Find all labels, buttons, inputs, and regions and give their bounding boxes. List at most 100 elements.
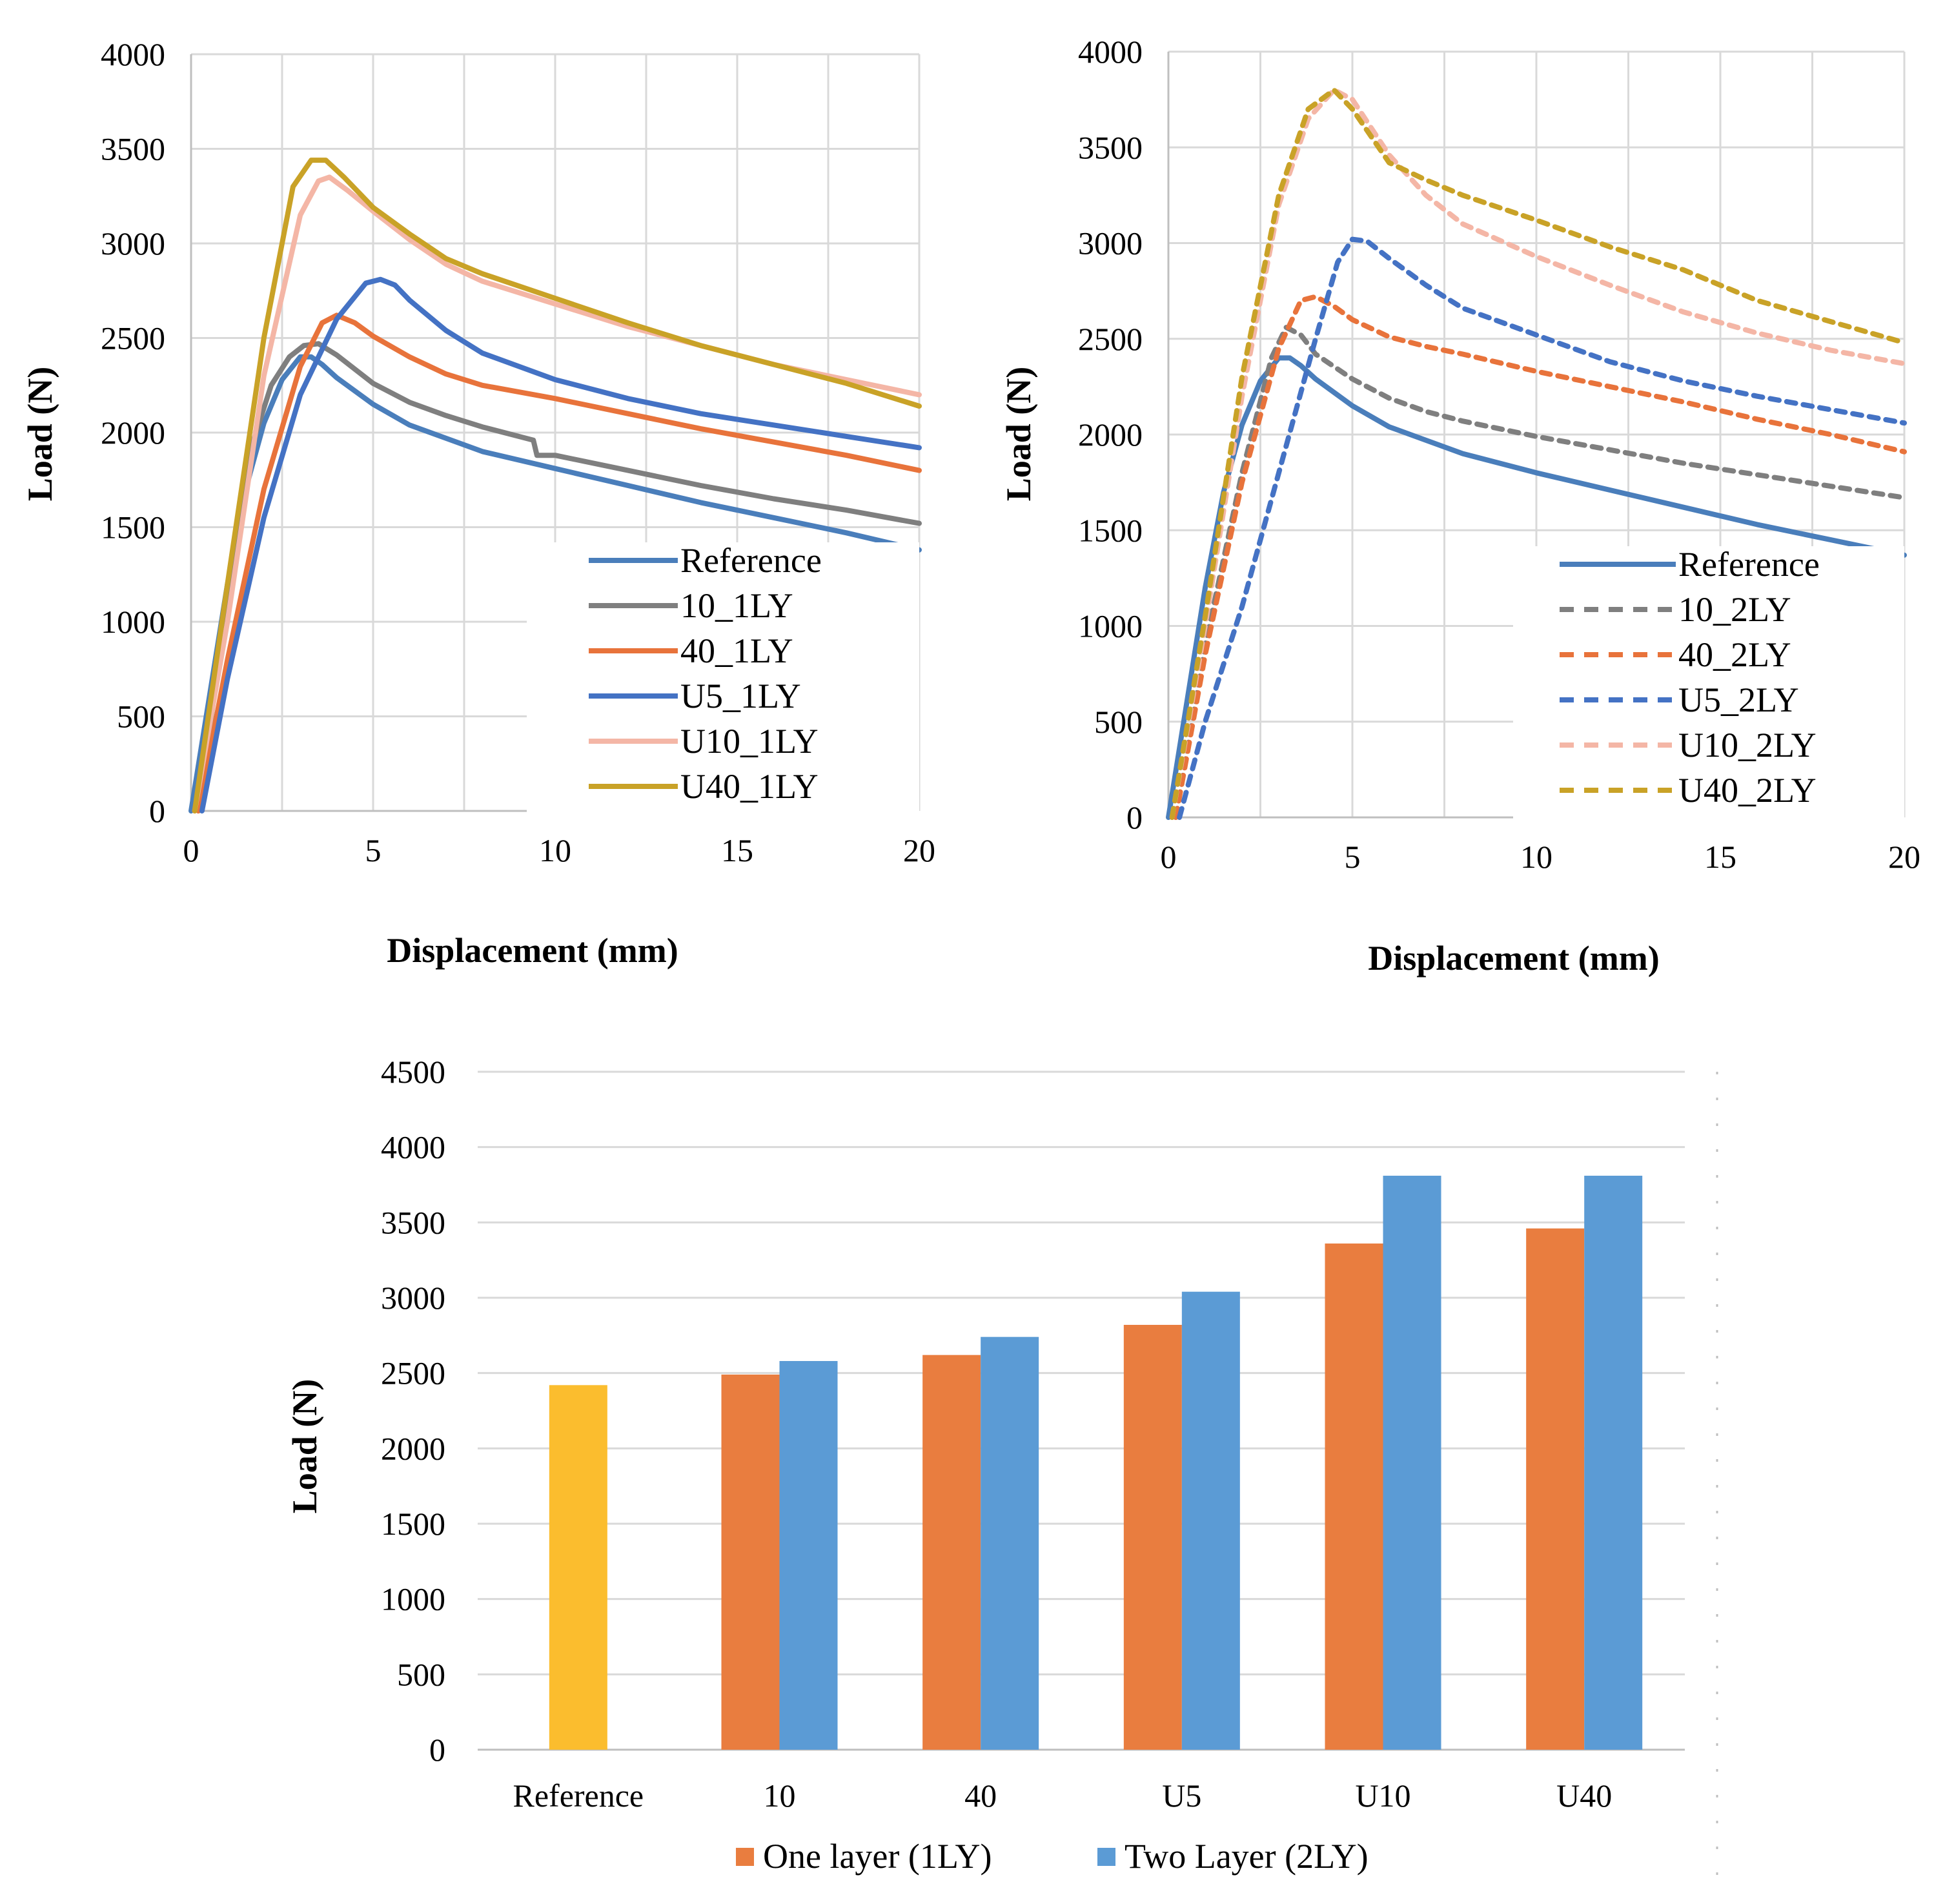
chart-2-y-tick-labels: 0 500 1000 1500 2000 2500 3000 3500 4000: [1078, 34, 1143, 835]
y-tick-label: 2000: [381, 1430, 445, 1466]
legend-label: Reference: [680, 541, 822, 580]
y-tick-label: 1000: [381, 1581, 445, 1617]
chart-1-lines: [188, 158, 922, 814]
y-tick-label: 4500: [381, 1054, 445, 1090]
y-tick-label: 0: [149, 793, 165, 829]
chart-2-legend: Reference 10_2LY 40_2LY U5_2LY U10_2LY U40_2L…: [1560, 545, 1820, 810]
x-tick-label: 20: [903, 832, 935, 868]
legend-label: U40_2LY: [1678, 771, 1817, 810]
series-line-u40-2ly: [1169, 87, 1907, 820]
legend-label: 40_2LY: [1678, 635, 1791, 674]
category-label: U10: [1355, 1777, 1410, 1814]
y-tick-label: 1000: [1078, 608, 1143, 644]
chart-2-y-axis-label: Load (N): [999, 367, 1038, 502]
legend-label: Reference: [1678, 545, 1820, 584]
y-tick-label: 500: [117, 699, 165, 735]
category-label: U5: [1162, 1777, 1201, 1814]
chart-2-x-axis-label: Displacement (mm): [1368, 939, 1659, 978]
chart-3-peak-load-bars: 0 500 1000 1500 2000 2500 3000 3500 4000 4500 Ref…: [285, 1054, 1718, 1898]
x-tick-label: 5: [365, 832, 382, 868]
chart-1-one-layer: 0 500 1000 1500 2000 2500 3000 3500 4000 0 5 10 15 2…: [21, 36, 935, 970]
x-tick-label: 15: [1704, 839, 1736, 875]
y-tick-label: 4000: [381, 1129, 445, 1165]
series-line-10-1ly: [196, 341, 922, 814]
x-tick-label: 0: [1161, 839, 1177, 875]
bar-two-layer-u10: [1383, 1176, 1441, 1750]
legend-label: U5_1LY: [680, 677, 801, 715]
chart-1-y-axis-label: Load (N): [21, 367, 59, 502]
bar-one-layer-40: [922, 1355, 981, 1750]
legend-label: Two Layer (2LY): [1125, 1837, 1369, 1876]
legend-label: One layer (1LY): [763, 1837, 992, 1876]
bar-two-layer-u5: [1181, 1291, 1240, 1750]
y-tick-label: 1500: [381, 1506, 445, 1542]
series-line-u5-2ly: [1177, 236, 1907, 820]
chart-1-y-tick-labels: 0 500 1000 1500 2000 2500 3000 3500 4000: [101, 36, 165, 829]
chart-3-category-labels: Reference 10 40 U5 U10 U40: [513, 1777, 1613, 1814]
y-tick-label: 4000: [101, 36, 165, 72]
bar-reference: [549, 1385, 607, 1750]
y-tick-label: 2500: [1078, 321, 1143, 357]
legend-label: 40_1LY: [680, 631, 793, 670]
y-tick-label: 4000: [1078, 34, 1143, 70]
chart-1-x-tick-labels: 0 5 10 15 20: [183, 832, 936, 868]
x-tick-label: 0: [183, 832, 199, 868]
bar-one-layer-u40: [1526, 1228, 1585, 1750]
series-line-40-1ly: [196, 312, 922, 814]
category-label: 40: [964, 1777, 997, 1814]
y-tick-label: 2000: [1078, 416, 1143, 453]
legend-swatch: [1097, 1848, 1115, 1866]
chart-1-legend-box: [527, 542, 919, 814]
y-tick-label: 0: [429, 1732, 445, 1768]
bar-one-layer-u10: [1325, 1244, 1383, 1750]
series-line-u40-1ly: [192, 158, 922, 814]
chart-3-legend: One layer (1LY) Two Layer (2LY): [736, 1837, 1369, 1876]
y-tick-label: 2500: [101, 320, 165, 356]
y-tick-label: 3000: [101, 225, 165, 261]
chart-3-bars: [549, 1176, 1643, 1750]
chart-2-legend-box: [1513, 546, 1904, 820]
series-line-10-2ly: [1173, 325, 1907, 820]
y-tick-label: 3500: [1078, 129, 1143, 165]
y-tick-label: 3000: [1078, 225, 1143, 261]
y-tick-label: 0: [1126, 799, 1143, 835]
y-tick-label: 1500: [101, 509, 165, 546]
x-tick-label: 10: [1520, 839, 1552, 875]
chart-1-x-axis-label: Displacement (mm): [387, 931, 678, 970]
series-line-u10-2ly: [1169, 87, 1907, 820]
category-label: U40: [1556, 1777, 1612, 1814]
legend-label: U40_1LY: [680, 767, 819, 806]
y-tick-label: 3500: [101, 131, 165, 167]
x-tick-label: 20: [1888, 839, 1920, 875]
legend-label: 10_2LY: [1678, 590, 1791, 629]
category-label: 10: [764, 1777, 796, 1814]
y-tick-label: 500: [397, 1656, 445, 1692]
bar-two-layer-10: [779, 1361, 838, 1750]
series-line-u5-1ly: [199, 276, 922, 814]
legend-label: 10_1LY: [680, 586, 793, 625]
legend-swatch: [736, 1848, 754, 1866]
y-tick-label: 1500: [1078, 512, 1143, 548]
y-tick-label: 2000: [101, 415, 165, 451]
category-label: Reference: [513, 1777, 644, 1814]
chart-1-legend: Reference 10_1LY 40_1LY U5_1LY U10_1LY U40_1L…: [589, 541, 822, 806]
chart-2-x-tick-labels: 0 5 10 15 20: [1161, 839, 1921, 875]
legend-label: U5_2LY: [1678, 681, 1799, 719]
legend-label: U10_2LY: [1678, 726, 1817, 764]
bar-two-layer-40: [981, 1336, 1039, 1750]
chart-3-y-axis-label: Load (N): [285, 1379, 324, 1514]
y-tick-label: 1000: [101, 604, 165, 640]
bar-one-layer-10: [721, 1375, 780, 1750]
x-tick-label: 10: [539, 832, 571, 868]
y-tick-label: 3000: [381, 1280, 445, 1316]
bar-two-layer-u40: [1584, 1176, 1643, 1750]
chart-3-y-tick-labels: 0 500 1000 1500 2000 2500 3000 3500 4000 4500: [381, 1054, 445, 1768]
chart-3-gridlines: [478, 1070, 1685, 1675]
bar-one-layer-u5: [1123, 1325, 1182, 1750]
y-tick-label: 3500: [381, 1204, 445, 1240]
y-tick-label: 2500: [381, 1355, 445, 1391]
series-line-40-2ly: [1173, 294, 1907, 820]
y-tick-label: 500: [1094, 704, 1143, 740]
legend-label: U10_1LY: [680, 722, 819, 761]
